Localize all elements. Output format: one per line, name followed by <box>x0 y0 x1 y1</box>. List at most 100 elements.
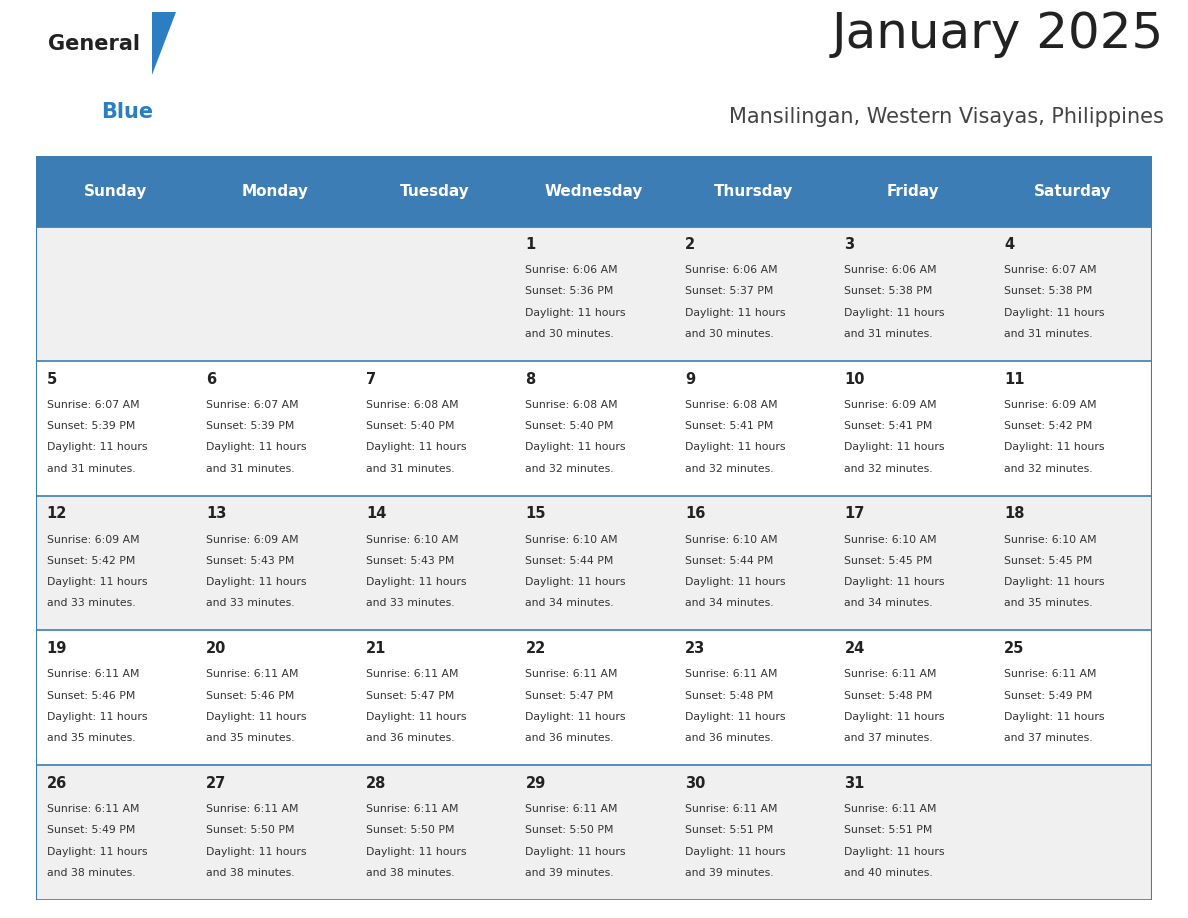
Text: Sunrise: 6:08 AM: Sunrise: 6:08 AM <box>685 400 778 409</box>
Text: and 38 minutes.: and 38 minutes. <box>366 868 455 878</box>
Text: Sunrise: 6:10 AM: Sunrise: 6:10 AM <box>845 534 937 544</box>
Text: Sunset: 5:49 PM: Sunset: 5:49 PM <box>46 825 135 835</box>
Text: Sunset: 5:46 PM: Sunset: 5:46 PM <box>46 690 135 700</box>
Text: and 31 minutes.: and 31 minutes. <box>366 464 455 474</box>
Text: and 35 minutes.: and 35 minutes. <box>46 733 135 744</box>
Text: Daylight: 11 hours: Daylight: 11 hours <box>207 711 307 722</box>
Text: and 33 minutes.: and 33 minutes. <box>207 599 295 609</box>
Text: Sunset: 5:48 PM: Sunset: 5:48 PM <box>845 690 933 700</box>
Text: and 31 minutes.: and 31 minutes. <box>845 329 933 339</box>
Text: 29: 29 <box>525 776 545 790</box>
Text: Sunset: 5:47 PM: Sunset: 5:47 PM <box>525 690 614 700</box>
Text: Daylight: 11 hours: Daylight: 11 hours <box>366 711 467 722</box>
Bar <box>36 631 1152 765</box>
Text: Daylight: 11 hours: Daylight: 11 hours <box>685 308 785 318</box>
Text: 21: 21 <box>366 641 386 656</box>
Text: and 35 minutes.: and 35 minutes. <box>1004 599 1093 609</box>
Text: 15: 15 <box>525 507 546 521</box>
Text: and 31 minutes.: and 31 minutes. <box>207 464 295 474</box>
Text: Sunrise: 6:06 AM: Sunrise: 6:06 AM <box>685 265 778 275</box>
Text: Sunset: 5:46 PM: Sunset: 5:46 PM <box>207 690 295 700</box>
Text: and 30 minutes.: and 30 minutes. <box>525 329 614 339</box>
Text: 9: 9 <box>685 372 695 386</box>
Bar <box>36 156 1152 226</box>
Text: 8: 8 <box>525 372 536 386</box>
Text: and 32 minutes.: and 32 minutes. <box>845 464 933 474</box>
Text: Wednesday: Wednesday <box>545 184 643 198</box>
Text: Sunrise: 6:11 AM: Sunrise: 6:11 AM <box>845 669 937 679</box>
Text: January 2025: January 2025 <box>832 10 1164 59</box>
Text: Daylight: 11 hours: Daylight: 11 hours <box>845 308 944 318</box>
Text: Daylight: 11 hours: Daylight: 11 hours <box>46 711 147 722</box>
Text: Sunset: 5:39 PM: Sunset: 5:39 PM <box>46 421 135 431</box>
Text: Sunrise: 6:07 AM: Sunrise: 6:07 AM <box>1004 265 1097 275</box>
Text: Sunset: 5:51 PM: Sunset: 5:51 PM <box>845 825 933 835</box>
Text: and 40 minutes.: and 40 minutes. <box>845 868 934 878</box>
Text: Daylight: 11 hours: Daylight: 11 hours <box>525 442 626 453</box>
Text: Daylight: 11 hours: Daylight: 11 hours <box>366 577 467 588</box>
Text: Sunset: 5:42 PM: Sunset: 5:42 PM <box>1004 421 1093 431</box>
Text: 28: 28 <box>366 776 386 790</box>
Text: Daylight: 11 hours: Daylight: 11 hours <box>525 846 626 856</box>
Text: 7: 7 <box>366 372 375 386</box>
Text: 4: 4 <box>1004 237 1015 252</box>
Text: 31: 31 <box>845 776 865 790</box>
Text: Sunrise: 6:08 AM: Sunrise: 6:08 AM <box>366 400 459 409</box>
Text: Monday: Monday <box>241 184 309 198</box>
Text: 30: 30 <box>685 776 706 790</box>
Text: Sunset: 5:44 PM: Sunset: 5:44 PM <box>525 556 614 565</box>
Text: Sunrise: 6:06 AM: Sunrise: 6:06 AM <box>525 265 618 275</box>
Text: Daylight: 11 hours: Daylight: 11 hours <box>525 577 626 588</box>
Text: 20: 20 <box>207 641 227 656</box>
Text: and 37 minutes.: and 37 minutes. <box>1004 733 1093 744</box>
Text: and 32 minutes.: and 32 minutes. <box>525 464 614 474</box>
Text: and 37 minutes.: and 37 minutes. <box>845 733 933 744</box>
Text: Daylight: 11 hours: Daylight: 11 hours <box>525 308 626 318</box>
Text: Sunset: 5:45 PM: Sunset: 5:45 PM <box>1004 556 1093 565</box>
Text: Sunrise: 6:09 AM: Sunrise: 6:09 AM <box>1004 400 1097 409</box>
Text: and 33 minutes.: and 33 minutes. <box>366 599 455 609</box>
Text: Daylight: 11 hours: Daylight: 11 hours <box>1004 308 1105 318</box>
Text: 18: 18 <box>1004 507 1024 521</box>
Text: Sunrise: 6:11 AM: Sunrise: 6:11 AM <box>366 669 459 679</box>
Text: and 38 minutes.: and 38 minutes. <box>207 868 295 878</box>
Text: Sunrise: 6:11 AM: Sunrise: 6:11 AM <box>1004 669 1097 679</box>
Text: Sunset: 5:37 PM: Sunset: 5:37 PM <box>685 286 773 297</box>
Text: Sunset: 5:38 PM: Sunset: 5:38 PM <box>1004 286 1093 297</box>
Text: Daylight: 11 hours: Daylight: 11 hours <box>46 577 147 588</box>
Text: Sunset: 5:40 PM: Sunset: 5:40 PM <box>525 421 614 431</box>
Text: Daylight: 11 hours: Daylight: 11 hours <box>46 846 147 856</box>
Text: and 34 minutes.: and 34 minutes. <box>845 599 933 609</box>
Text: Daylight: 11 hours: Daylight: 11 hours <box>685 442 785 453</box>
Text: and 30 minutes.: and 30 minutes. <box>685 329 773 339</box>
Text: Daylight: 11 hours: Daylight: 11 hours <box>845 577 944 588</box>
Text: Sunset: 5:50 PM: Sunset: 5:50 PM <box>525 825 614 835</box>
Text: Sunrise: 6:11 AM: Sunrise: 6:11 AM <box>46 804 139 814</box>
Text: 2: 2 <box>685 237 695 252</box>
Text: and 32 minutes.: and 32 minutes. <box>1004 464 1093 474</box>
Text: Sunrise: 6:11 AM: Sunrise: 6:11 AM <box>207 804 299 814</box>
Text: 5: 5 <box>46 372 57 386</box>
Text: Sunrise: 6:06 AM: Sunrise: 6:06 AM <box>845 265 937 275</box>
Text: and 31 minutes.: and 31 minutes. <box>46 464 135 474</box>
Text: Daylight: 11 hours: Daylight: 11 hours <box>685 577 785 588</box>
Text: Sunset: 5:45 PM: Sunset: 5:45 PM <box>845 556 933 565</box>
Text: Sunday: Sunday <box>83 184 147 198</box>
Text: Sunrise: 6:07 AM: Sunrise: 6:07 AM <box>207 400 299 409</box>
Text: Sunrise: 6:11 AM: Sunrise: 6:11 AM <box>207 669 299 679</box>
Text: and 31 minutes.: and 31 minutes. <box>1004 329 1093 339</box>
Text: and 39 minutes.: and 39 minutes. <box>685 868 773 878</box>
Text: Sunrise: 6:10 AM: Sunrise: 6:10 AM <box>685 534 778 544</box>
Text: 11: 11 <box>1004 372 1024 386</box>
Text: 14: 14 <box>366 507 386 521</box>
Text: Sunset: 5:39 PM: Sunset: 5:39 PM <box>207 421 295 431</box>
Text: Sunrise: 6:11 AM: Sunrise: 6:11 AM <box>685 804 777 814</box>
Text: Sunrise: 6:08 AM: Sunrise: 6:08 AM <box>525 400 618 409</box>
Text: 27: 27 <box>207 776 227 790</box>
Text: 1: 1 <box>525 237 536 252</box>
Text: Daylight: 11 hours: Daylight: 11 hours <box>1004 442 1105 453</box>
Bar <box>36 226 1152 361</box>
Text: Mansilingan, Western Visayas, Philippines: Mansilingan, Western Visayas, Philippine… <box>729 107 1164 127</box>
Text: 17: 17 <box>845 507 865 521</box>
Text: Sunset: 5:36 PM: Sunset: 5:36 PM <box>525 286 614 297</box>
